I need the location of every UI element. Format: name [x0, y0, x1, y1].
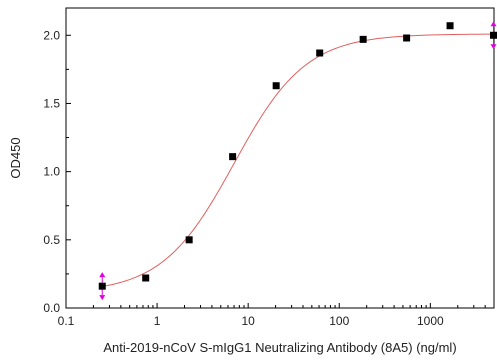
data-point-1 [142, 274, 150, 282]
error-arrow-down-0 [99, 295, 106, 301]
data-point-7 [403, 34, 411, 42]
error-arrow-down-1 [490, 44, 497, 50]
plot-frame [65, 7, 495, 309]
data-point-0 [98, 282, 106, 290]
y-tick-label-0: 0.0 [43, 301, 60, 315]
data-point-2 [185, 236, 193, 244]
data-point-5 [316, 49, 324, 57]
y-tick-label-1: 0.5 [43, 233, 60, 247]
data-point-4 [272, 82, 280, 90]
data-point-6 [359, 35, 367, 43]
y-tick-label-4: 2.0 [43, 28, 60, 42]
axes [65, 7, 495, 309]
fit-curve-group [99, 21, 497, 301]
tick-labels: 0.0 0.5 1.0 1.5 2.0 0.1 1 10 100 1000 [43, 28, 444, 328]
data-point-9 [490, 31, 497, 39]
x-tick-label-4: 1000 [417, 314, 444, 328]
data-points [98, 22, 497, 290]
x-tick-label-1: 1 [154, 314, 161, 328]
x-tick-label-0: 0.1 [58, 314, 75, 328]
fit-curve-line [102, 33, 494, 288]
y-tick-label-2: 1.0 [43, 165, 60, 179]
x-axis-label: Anti-2019-nCoV S-mIgG1 Neutralizing Anti… [103, 340, 456, 355]
x-tick-label-3: 100 [329, 314, 349, 328]
error-arrow-up-0 [99, 272, 106, 278]
y-axis-label: OD450 [8, 137, 23, 178]
data-point-8 [446, 22, 454, 30]
error-arrow-up-1 [490, 21, 497, 27]
x-tick-label-2: 10 [241, 314, 255, 328]
y-tick-label-3: 1.5 [43, 96, 60, 110]
data-point-3 [229, 153, 237, 161]
